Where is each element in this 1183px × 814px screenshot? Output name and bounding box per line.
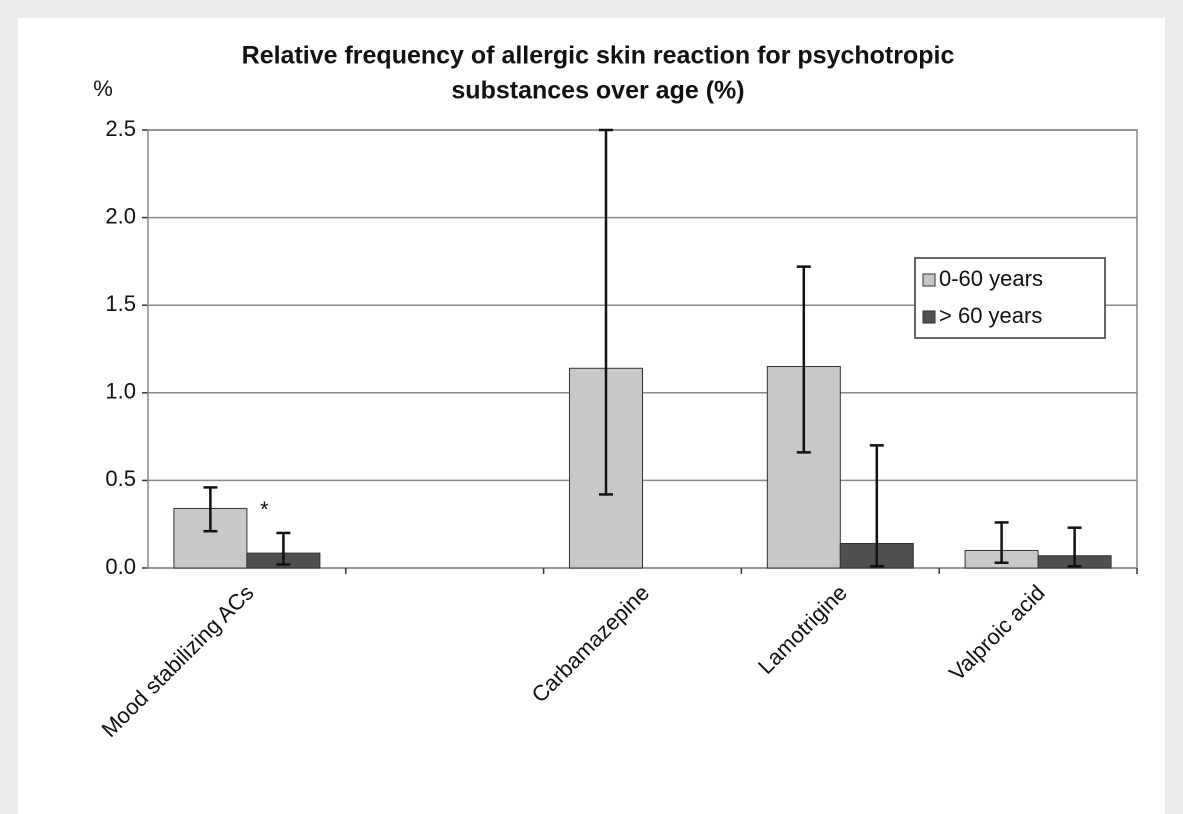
error-bar <box>203 486 218 533</box>
y-tick-label: 0.5 <box>105 466 136 491</box>
legend-label: 0-60 years <box>939 266 1043 291</box>
error-bar <box>1067 526 1082 568</box>
error-bar <box>869 444 884 568</box>
y-tick-label: 0.0 <box>105 554 136 579</box>
y-tick-label: 1.5 <box>105 291 136 316</box>
legend-swatch <box>922 273 936 287</box>
y-tick-label: 1.0 <box>105 379 136 404</box>
legend-label: > 60 years <box>939 303 1042 328</box>
error-bar <box>796 265 811 454</box>
chart-title: substances over age (%) <box>451 77 744 105</box>
error-bar <box>994 521 1009 564</box>
legend-box <box>914 257 1106 339</box>
y-tick-label: 2.0 <box>105 203 136 228</box>
chart-title: Relative frequency of allergic skin reac… <box>242 42 955 70</box>
error-bar <box>276 531 291 566</box>
y-axis-label: % <box>93 76 113 101</box>
error-bar <box>599 128 613 496</box>
y-tick-label: 2.5 <box>105 116 136 141</box>
legend-swatch <box>922 310 936 324</box>
annotation: * <box>260 497 269 522</box>
